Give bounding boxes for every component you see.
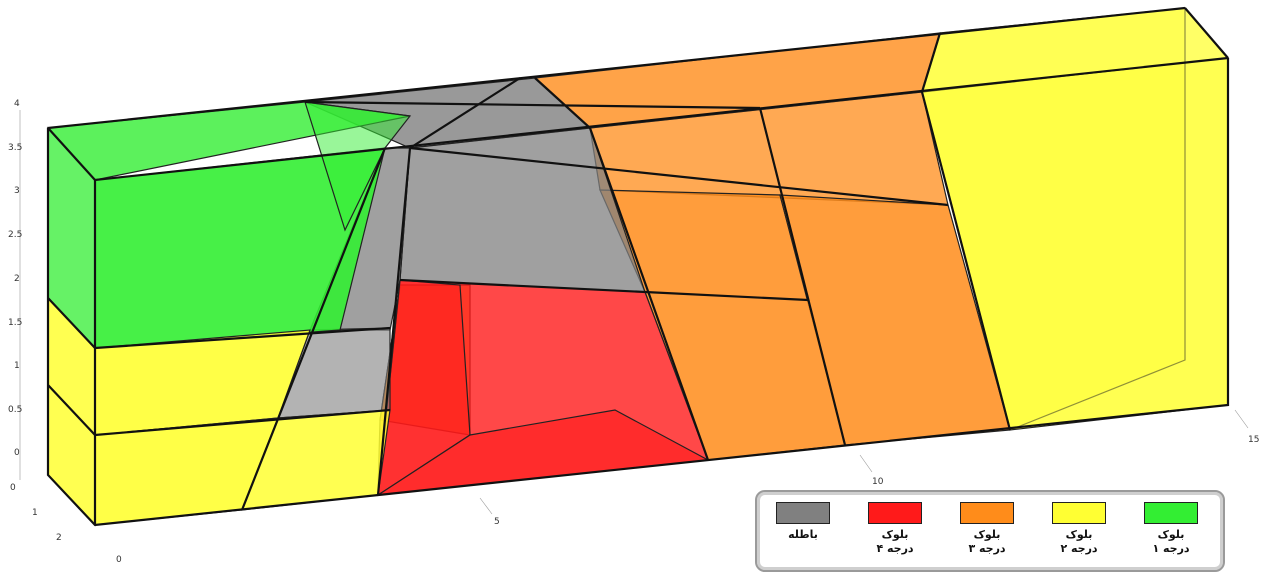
legend-item-grade1: بلوک درجه ۱ xyxy=(1131,502,1211,556)
legend-item-grade3: بلوک درجه ۳ xyxy=(947,502,1027,556)
x-tick-15: 15 xyxy=(1248,435,1259,445)
z-tick-1: 1 xyxy=(14,361,20,371)
x-tick-5: 5 xyxy=(494,517,500,527)
z-tick-2: 2 xyxy=(14,274,20,284)
legend-label-grade2: بلوک درجه ۲ xyxy=(1060,528,1098,555)
z-tick-0-5: 0.5 xyxy=(8,405,22,415)
legend-swatch-grade1 xyxy=(1144,502,1198,524)
legend-item-grade4: بلوک درجه ۴ xyxy=(855,502,935,556)
model-outline xyxy=(46,6,1230,527)
y-tick-2: 2 xyxy=(56,533,62,543)
y-tick-0b: 0 xyxy=(116,555,122,565)
legend-swatch-waste xyxy=(776,502,830,524)
legend-item-waste: باطله xyxy=(763,502,843,542)
z-tick-0: 0 xyxy=(14,448,20,458)
legend: باطله بلوک درجه ۴ بلوک درجه ۳ بلوک درجه … xyxy=(755,490,1225,572)
z-tick-3: 3 xyxy=(14,186,20,196)
legend-label-waste: باطله xyxy=(788,528,818,541)
z-tick-3-5: 3.5 xyxy=(8,143,22,153)
z-tick-4: 4 xyxy=(14,99,20,109)
legend-swatch-grade2 xyxy=(1052,502,1106,524)
grade4-block xyxy=(377,279,710,497)
grade2-blocks-left xyxy=(47,296,391,527)
legend-swatch-grade3 xyxy=(960,502,1014,524)
grade1-block xyxy=(46,101,412,350)
y-tick-1: 1 xyxy=(32,508,38,518)
legend-label-grade4: بلوک درجه ۴ xyxy=(876,528,914,555)
legend-label-grade3: بلوک درجه ۳ xyxy=(968,528,1006,555)
x-tick-10: 10 xyxy=(872,477,884,487)
z-tick-1-5: 1.5 xyxy=(8,318,22,328)
x-axis: 5 10 15 xyxy=(479,409,1259,527)
z-axis: 4 3.5 3 2.5 2 1.5 1 0.5 0 xyxy=(8,99,22,480)
legend-label-grade1: بلوک درجه ۱ xyxy=(1152,528,1190,555)
legend-item-grade2: بلوک درجه ۲ xyxy=(1039,502,1119,556)
grade2-block-right xyxy=(921,7,1230,431)
y-tick-0a: 0 xyxy=(10,483,16,493)
y-axis: 0 1 2 0 xyxy=(10,483,122,565)
z-tick-2-5: 2.5 xyxy=(8,230,22,240)
legend-swatch-grade4 xyxy=(868,502,922,524)
